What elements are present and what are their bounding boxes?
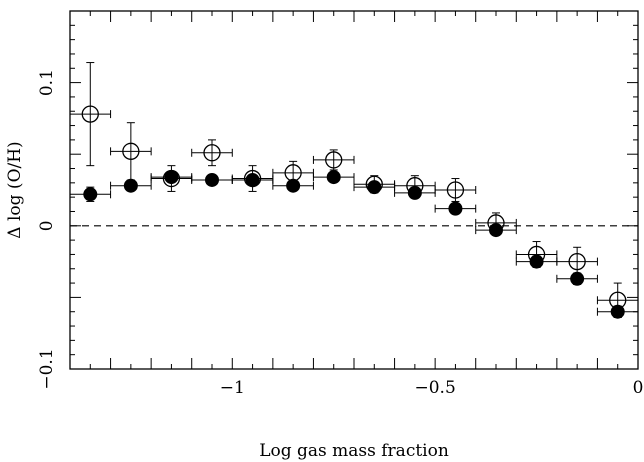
filled-circle-point [245, 172, 260, 187]
error-bar-layer [69, 62, 639, 318]
marker-layer [81, 105, 627, 319]
filled-circle-point [448, 201, 463, 216]
x-tick-label: −0.5 [415, 378, 456, 398]
filled-circle-point [570, 271, 585, 286]
y-tick-label: 0.1 [37, 69, 57, 96]
open-circle-point [122, 142, 140, 160]
open-circle-point [568, 252, 586, 271]
open-circle-point [203, 144, 221, 162]
x-tick-label: 0 [633, 378, 644, 398]
filled-circle-point [489, 223, 503, 238]
filled-circle-point [326, 170, 341, 185]
y-axis-label: Δ log (O/H) [5, 141, 25, 238]
filled-circle-point [407, 185, 422, 200]
filled-circle-point [367, 180, 382, 195]
filled-circle-point [529, 254, 544, 269]
tick-layer [69, 10, 639, 370]
filled-circle-point [123, 178, 138, 193]
filled-circle-point [610, 304, 625, 319]
filled-circle-point [83, 187, 98, 202]
filled-circle-point [164, 170, 179, 185]
open-circle-point [81, 105, 99, 123]
open-circle-point [446, 181, 465, 199]
tick-label-layer: −1 −0.5 0 −0.1 0 0.1 [37, 69, 643, 398]
open-circle-point [325, 151, 343, 169]
x-tick-label: −1 [220, 378, 245, 398]
filled-circle-point [286, 178, 301, 193]
y-tick-label: 0 [37, 220, 57, 231]
y-tick-label: −0.1 [37, 348, 57, 389]
filled-circle-point [205, 172, 219, 187]
x-axis-label: Log gas mass fraction [259, 441, 449, 461]
open-circle-point [284, 164, 302, 182]
